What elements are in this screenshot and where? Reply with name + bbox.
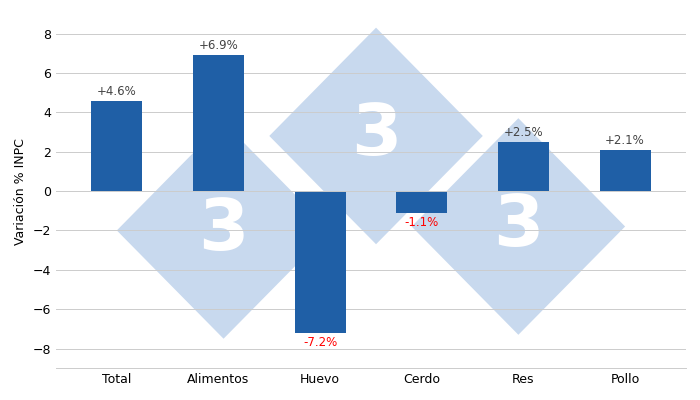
Bar — [92, 100, 142, 191]
Text: -1.1%: -1.1% — [405, 216, 439, 229]
Bar — [498, 142, 549, 191]
Polygon shape — [270, 28, 483, 244]
Polygon shape — [412, 118, 625, 335]
Text: +6.9%: +6.9% — [199, 39, 238, 52]
Bar — [193, 55, 244, 191]
Bar — [396, 191, 447, 213]
Text: 3: 3 — [351, 102, 401, 170]
Text: 3: 3 — [198, 196, 248, 265]
Text: 3: 3 — [494, 192, 544, 261]
Text: +2.1%: +2.1% — [606, 134, 645, 147]
Text: +2.5%: +2.5% — [503, 126, 543, 139]
Text: -7.2%: -7.2% — [303, 336, 337, 349]
Polygon shape — [117, 122, 330, 339]
Y-axis label: Variación % INPC: Variación % INPC — [14, 138, 27, 244]
Text: +4.6%: +4.6% — [97, 84, 136, 98]
Bar — [600, 150, 650, 191]
Bar — [295, 191, 346, 333]
